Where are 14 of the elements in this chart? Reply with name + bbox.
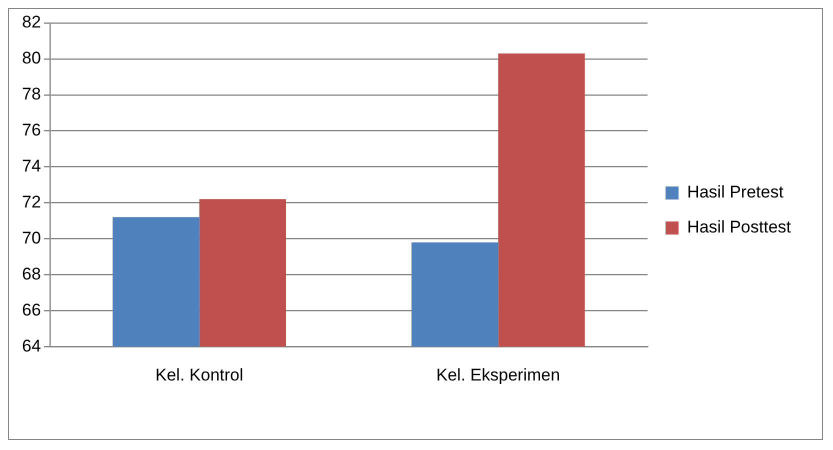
y-tick-label: 76 <box>22 120 41 140</box>
x-tick-label: Kel. Eksperimen <box>436 365 560 384</box>
y-tick-label: 74 <box>22 156 41 176</box>
y-tick-label: 68 <box>22 264 41 284</box>
y-tick-label: 80 <box>22 48 41 68</box>
y-tick-label: 66 <box>22 300 41 320</box>
legend-label: Hasil Posttest <box>687 218 792 237</box>
y-tick-label: 82 <box>22 12 41 32</box>
y-tick-label: 70 <box>22 228 41 248</box>
y-tick-label: 78 <box>22 84 41 104</box>
y-tick-label: 72 <box>22 192 41 212</box>
x-tick-label: Kel. Kontrol <box>155 365 244 384</box>
legend-label: Hasil Pretest <box>687 182 784 202</box>
y-tick-label: 64 <box>22 336 41 356</box>
